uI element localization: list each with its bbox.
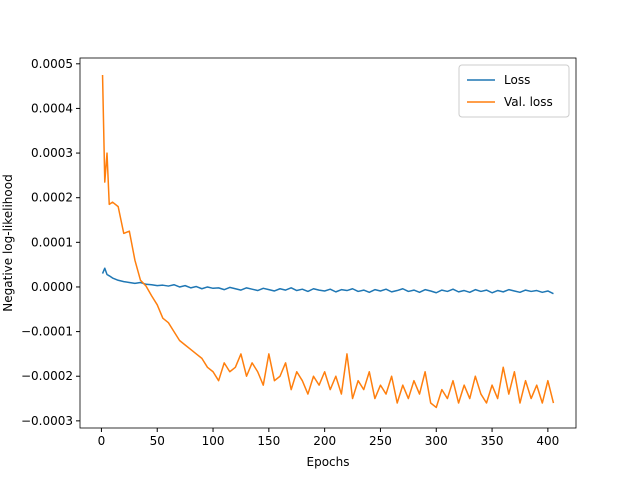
y-axis-label: Negative log-likelihood: [1, 174, 15, 311]
x-tick-label: 250: [369, 434, 392, 448]
y-tick-label: 0.0001: [31, 235, 73, 249]
x-tick-label: 350: [481, 434, 504, 448]
x-tick-label: 150: [257, 434, 280, 448]
legend-label: Loss: [504, 73, 530, 87]
y-tick-label: −0.0003: [21, 414, 73, 428]
x-axis-label: Epochs: [307, 455, 350, 469]
x-tick-label: 400: [536, 434, 559, 448]
y-tick-label: 0.0000: [31, 280, 73, 294]
y-tick-label: −0.0001: [21, 325, 73, 339]
series-line: [101, 267, 554, 295]
y-tick-label: 0.0003: [31, 146, 73, 160]
y-tick-label: 0.0002: [31, 191, 73, 205]
series-line: [101, 74, 555, 409]
x-tick-label: 0: [98, 434, 106, 448]
x-tick-label: 200: [313, 434, 336, 448]
y-tick-label: −0.0002: [21, 369, 73, 383]
x-tick-label: 300: [425, 434, 448, 448]
x-tick-label: 50: [150, 434, 165, 448]
legend-label: Val. loss: [504, 95, 553, 109]
plot-frame: [79, 57, 577, 429]
legend-box: [458, 64, 570, 118]
y-tick-label: 0.0005: [31, 57, 73, 71]
y-tick-label: 0.0004: [31, 101, 73, 115]
x-tick-label: 100: [202, 434, 225, 448]
